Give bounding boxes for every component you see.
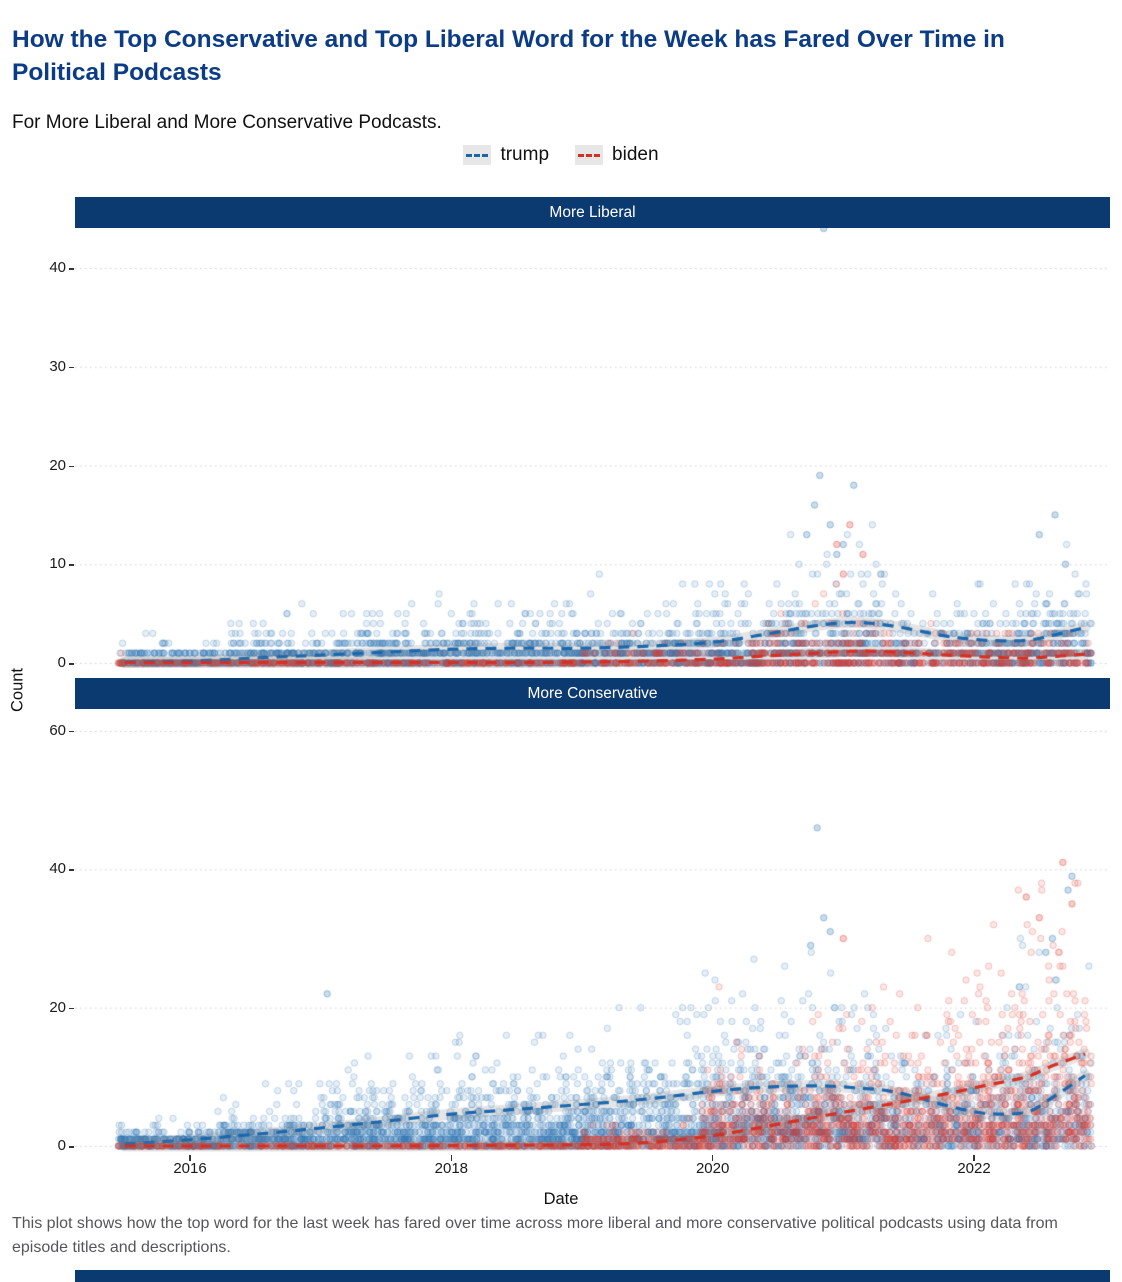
x-tick-label: 2022 bbox=[957, 1160, 991, 1177]
x-tick-mark bbox=[189, 1155, 191, 1161]
y-tick-mark bbox=[69, 1146, 74, 1148]
y-tick-label: 20 bbox=[49, 456, 66, 474]
x-tick-label: 2016 bbox=[173, 1160, 207, 1177]
trump-dashed-line-swatch bbox=[466, 153, 489, 157]
y-tick-mark bbox=[69, 730, 74, 733]
y-tick-label: 20 bbox=[49, 998, 66, 1016]
chart-subtitle: For More Liberal and More Conservative P… bbox=[12, 112, 442, 133]
y-tick-mark bbox=[69, 564, 74, 566]
legend-label-trump: trump bbox=[500, 144, 550, 165]
y-tick-label: 60 bbox=[49, 721, 66, 739]
x-axis-label: Date bbox=[543, 1190, 579, 1208]
y-tick-label: 40 bbox=[49, 259, 66, 276]
scatter-panel-more-liberal bbox=[75, 228, 1110, 668]
y-tick-label: 0 bbox=[57, 1137, 66, 1154]
x-tick-mark bbox=[450, 1155, 453, 1161]
caption: This plot shows how the top word for the… bbox=[12, 1215, 1058, 1256]
y-tick-mark bbox=[69, 663, 74, 665]
footer-accent-bar bbox=[75, 1270, 1110, 1282]
y-tick-mark bbox=[69, 268, 74, 270]
x-tick-label: 2018 bbox=[434, 1160, 469, 1177]
y-tick-mark bbox=[69, 869, 74, 871]
y-tick-mark bbox=[69, 366, 74, 369]
facet-strip-more-liberal: More Liberal bbox=[75, 197, 1110, 228]
x-tick-label: 2020 bbox=[695, 1160, 730, 1177]
biden-dashed-line-swatch bbox=[578, 153, 601, 157]
y-tick-label: 10 bbox=[49, 555, 66, 573]
chart-title: How the Top Conservative and Top Liberal… bbox=[12, 26, 1005, 86]
y-tick-label: 40 bbox=[49, 860, 66, 878]
y-tick-label: 0 bbox=[57, 654, 66, 671]
legend-item-biden: biden bbox=[575, 144, 659, 166]
facet-strip-more-conservative: More Conservative bbox=[75, 678, 1110, 709]
y-tick-mark bbox=[69, 465, 74, 467]
legend: trump biden bbox=[0, 144, 1122, 166]
legend-key-biden bbox=[575, 145, 604, 165]
x-tick-mark bbox=[711, 1155, 714, 1161]
legend-key-trump bbox=[463, 145, 492, 165]
y-axis-label: Count bbox=[8, 667, 27, 713]
y-tick-label: 30 bbox=[49, 357, 66, 375]
x-tick-mark bbox=[973, 1155, 975, 1161]
scatter-panel-more-conservative bbox=[75, 709, 1110, 1154]
legend-label-biden: biden bbox=[612, 144, 659, 165]
y-tick-mark bbox=[69, 1007, 74, 1010]
legend-item-trump: trump bbox=[463, 144, 549, 166]
